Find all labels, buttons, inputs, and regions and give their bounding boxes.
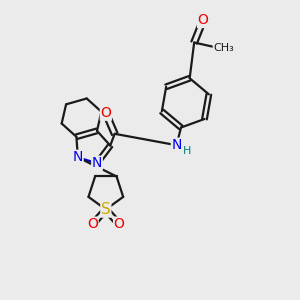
Text: O: O [87,217,98,231]
Text: N: N [92,156,102,170]
Text: O: O [100,106,111,120]
Text: H: H [183,146,191,156]
Text: S: S [101,202,111,217]
Text: CH₃: CH₃ [213,44,234,53]
Text: O: O [114,217,124,231]
Text: N: N [73,150,83,164]
Text: N: N [171,138,182,152]
Text: O: O [198,14,208,27]
